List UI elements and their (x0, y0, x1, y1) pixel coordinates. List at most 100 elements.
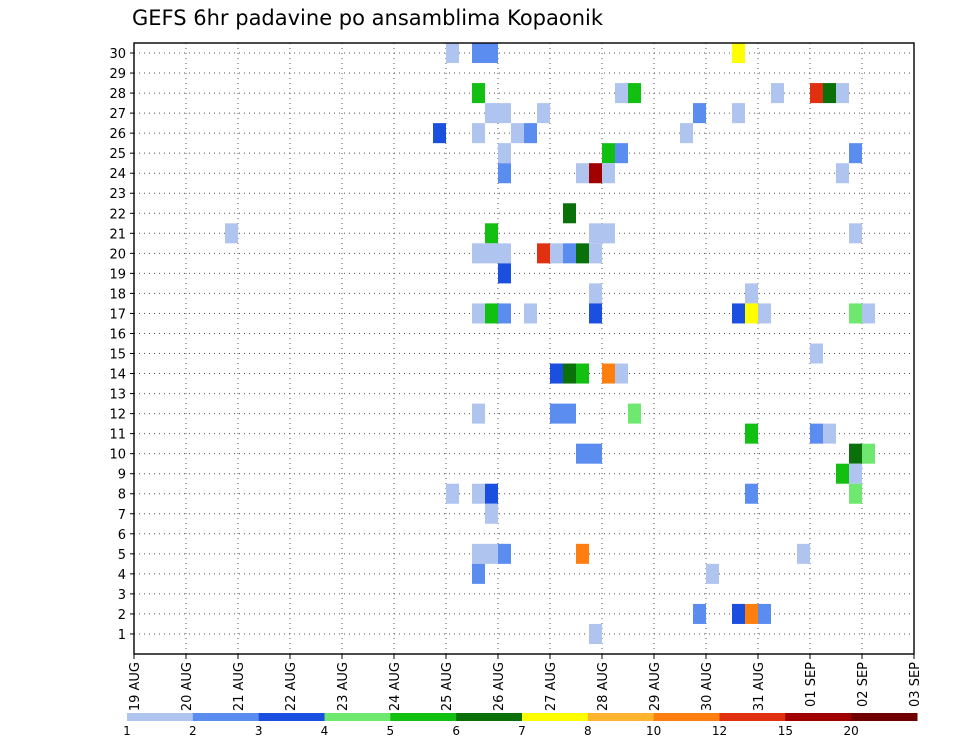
y-tick-label: 4 (118, 568, 126, 583)
data-cell (862, 443, 875, 464)
data-cell (485, 43, 498, 64)
x-tick-label: 23 AUG (336, 662, 351, 711)
data-cell (472, 563, 485, 584)
y-tick-label: 7 (118, 508, 126, 523)
x-tick-label: 29 AUG (648, 662, 663, 711)
y-tick-label: 27 (109, 107, 126, 122)
colorbar-label: 15 (778, 724, 793, 738)
data-cell (836, 463, 849, 484)
y-tick-label: 8 (118, 488, 126, 503)
data-cell (810, 83, 823, 104)
x-tick-label: 01 SEP (804, 662, 819, 707)
data-cell (810, 423, 823, 444)
data-cell (498, 103, 511, 124)
data-cell (602, 363, 615, 384)
data-cell (511, 123, 524, 144)
data-cell (446, 43, 459, 64)
data-cell (836, 163, 849, 184)
data-cell (823, 83, 836, 104)
data-cell (745, 483, 758, 504)
y-tick-label: 14 (109, 368, 126, 383)
data-cell (589, 243, 602, 264)
y-tick-label: 29 (109, 67, 126, 82)
colorbar-label: 1 (123, 724, 131, 738)
data-cell (836, 83, 849, 104)
data-cell (550, 243, 563, 264)
y-tick-label: 13 (109, 388, 126, 403)
y-tick-label: 3 (118, 588, 126, 603)
data-cell (615, 83, 628, 104)
data-cell (563, 363, 576, 384)
data-cell (472, 243, 485, 264)
grid-lines (134, 43, 914, 654)
data-cell (628, 403, 641, 424)
data-cell (589, 443, 602, 464)
x-axis: 19 AUG 20 AUG 21 AUG 22 AUG 23 AUG 24 AUG 25 A… (128, 654, 923, 711)
colorbar-swatch (127, 713, 194, 721)
data-cell (732, 303, 745, 324)
y-tick-label: 6 (118, 528, 126, 543)
x-tick-label: 28 AUG (596, 662, 611, 711)
data-cell (602, 163, 615, 184)
colorbar-swatch (653, 713, 720, 721)
data-cell (472, 123, 485, 144)
y-tick-label: 23 (109, 187, 126, 202)
colorbar-legend: 1 2 3 4 5 6 7 8 10 12 15 20 (123, 713, 918, 738)
data-cell (485, 543, 498, 564)
data-cell (524, 123, 537, 144)
colorbar-swatch (851, 713, 918, 721)
data-cell (550, 403, 563, 424)
x-tick-label: 24 AUG (388, 662, 403, 711)
y-tick-label: 19 (109, 267, 126, 282)
data-cell (706, 563, 719, 584)
data-cell (472, 403, 485, 424)
data-cell (498, 303, 511, 324)
data-cell (485, 303, 498, 324)
data-cell (498, 243, 511, 264)
data-cell (745, 423, 758, 444)
y-tick-label: 12 (109, 408, 126, 423)
y-tick-label: 18 (109, 287, 126, 302)
y-tick-label: 9 (118, 468, 126, 483)
data-cell (693, 103, 706, 124)
colorbar-swatch (192, 713, 260, 721)
data-cell (563, 243, 576, 264)
x-tick-label: 31 AUG (752, 662, 767, 711)
data-cell (589, 223, 602, 244)
x-tick-label: 03 SEP (908, 662, 923, 707)
y-tick-label: 24 (109, 167, 126, 182)
data-cell (849, 443, 862, 464)
colorbar-swatch (324, 713, 391, 721)
data-cell (732, 103, 745, 124)
data-cell (498, 543, 511, 564)
data-cell (628, 83, 641, 104)
data-cell (472, 483, 485, 504)
y-tick-label: 15 (109, 348, 126, 363)
data-cell (615, 363, 628, 384)
data-cell (602, 223, 615, 244)
x-tick-label: 22 AUG (284, 662, 299, 711)
colorbar-label: 10 (646, 724, 661, 738)
x-tick-label: 27 AUG (544, 662, 559, 711)
y-tick-label: 5 (118, 548, 126, 563)
colorbar-label: 6 (452, 724, 460, 738)
data-cell (446, 483, 459, 504)
data-cell (810, 343, 823, 364)
data-cell (563, 403, 576, 424)
colorbar-swatch (390, 713, 457, 721)
colorbar-label: 5 (387, 724, 395, 738)
data-cell (589, 163, 602, 184)
y-axis: 1234567891011121314151617181920212223242… (109, 47, 134, 643)
colorbar-swatch (522, 713, 589, 721)
data-cell (732, 603, 745, 624)
data-cell (758, 603, 771, 624)
data-cell (524, 303, 537, 324)
data-cell (498, 163, 511, 184)
y-tick-label: 17 (109, 307, 126, 322)
y-tick-label: 26 (109, 127, 126, 142)
x-tick-label: 20 AUG (180, 662, 195, 711)
data-cell (576, 363, 589, 384)
colorbar-label: 2 (189, 724, 197, 738)
data-cell (433, 123, 446, 144)
